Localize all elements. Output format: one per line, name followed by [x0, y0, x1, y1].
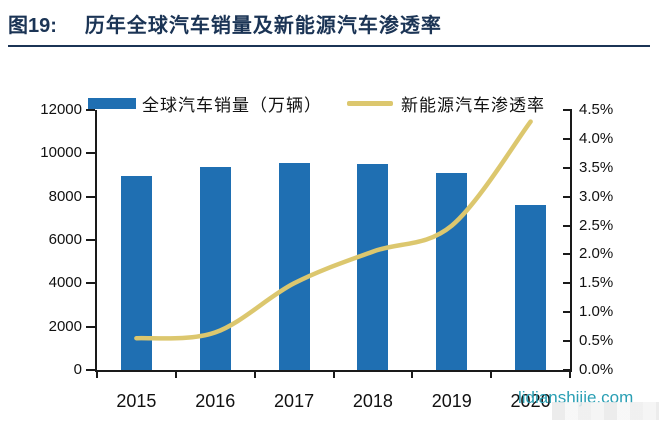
legend-item-penetration: 新能源汽车渗透率 [347, 91, 545, 116]
right-axis-tick [563, 369, 572, 371]
sales-bar [515, 205, 547, 370]
y-axis-right [570, 110, 572, 372]
left-axis-tick-label: 2000 [48, 317, 82, 335]
penetration-line-path [134, 119, 533, 341]
right-axis-tick-label: 0.5% [579, 332, 614, 350]
x-axis-tick [174, 372, 177, 378]
x-axis-label: 2015 [116, 391, 157, 411]
right-axis-tick-label: 0.0% [579, 361, 614, 378]
x-axis-tick [253, 372, 256, 378]
legend: 全球汽车销量（万辆） 新能源汽车渗透率 [88, 91, 545, 116]
left-axis-tick-label: 6000 [48, 231, 82, 248]
right-axis-tick [563, 224, 572, 227]
right-axis-tick [563, 253, 572, 256]
x-axis-tick [96, 372, 98, 378]
right-axis-tick [563, 195, 572, 198]
right-axis-tick [563, 109, 572, 111]
figure-label: 图19: [8, 15, 57, 37]
legend-label-sales: 全球汽车销量（万辆） [142, 96, 322, 115]
left-axis-tick-label: 12000 [40, 101, 82, 118]
title-underline [8, 45, 650, 47]
x-axis-label: 2018 [352, 391, 393, 411]
left-axis-tick [86, 152, 95, 155]
x-axis-tick [411, 372, 414, 378]
sales-bar [199, 166, 231, 370]
blurred-region [552, 402, 659, 420]
right-axis-tick-label: 4.0% [579, 129, 614, 147]
left-axis-tick [86, 109, 95, 111]
bar-swatch-icon [88, 98, 136, 109]
right-axis-tick-label: 4.5% [579, 101, 614, 118]
x-axis-label: 2019 [431, 391, 472, 411]
y-axis-left [95, 110, 97, 372]
right-axis-tick [563, 340, 572, 343]
x-axis-tick [332, 372, 335, 378]
x-axis-label: 2016 [195, 391, 236, 411]
right-axis-tick [563, 311, 572, 314]
right-axis-tick [563, 137, 572, 140]
x-axis-label: 2020 [510, 391, 551, 411]
left-axis-tick-label: 4000 [48, 274, 82, 292]
x-axis [95, 370, 572, 372]
sales-bar [278, 163, 310, 370]
line-swatch-icon [347, 101, 393, 106]
sales-bar [120, 176, 152, 370]
figure-title: 图19: 历年全球汽车销量及新能源汽车渗透率 [8, 9, 442, 38]
right-axis-tick [563, 166, 572, 169]
sales-bar [436, 172, 468, 370]
left-axis-tick-label: 0 [73, 361, 82, 378]
left-axis-tick [86, 369, 95, 371]
x-axis-label: 2017 [274, 391, 315, 411]
figure-title-text: 历年全球汽车销量及新能源汽车渗透率 [84, 15, 442, 37]
left-axis-tick [86, 195, 95, 198]
penetration-line [134, 119, 533, 341]
right-axis-tick-label: 2.0% [579, 245, 614, 263]
right-axis-tick-label: 1.0% [579, 303, 614, 321]
right-axis-tick-label: 3.0% [579, 187, 614, 205]
legend-item-sales: 全球汽车销量（万辆） [88, 91, 322, 116]
right-axis-tick-label: 3.5% [579, 158, 614, 176]
sales-bar [357, 164, 389, 370]
left-axis-tick [86, 325, 95, 328]
x-axis-tick [569, 372, 571, 378]
legend-label-penetration: 新能源汽车渗透率 [401, 96, 545, 115]
right-axis-tick-label: 2.5% [579, 216, 614, 234]
right-axis-tick [563, 282, 572, 285]
left-axis-tick-label: 8000 [48, 187, 82, 205]
x-axis-tick [490, 372, 493, 378]
left-axis-tick-label: 10000 [40, 144, 82, 162]
left-axis-tick [86, 282, 95, 285]
left-axis-tick [86, 239, 95, 241]
right-axis-tick-label: 1.5% [579, 274, 614, 292]
